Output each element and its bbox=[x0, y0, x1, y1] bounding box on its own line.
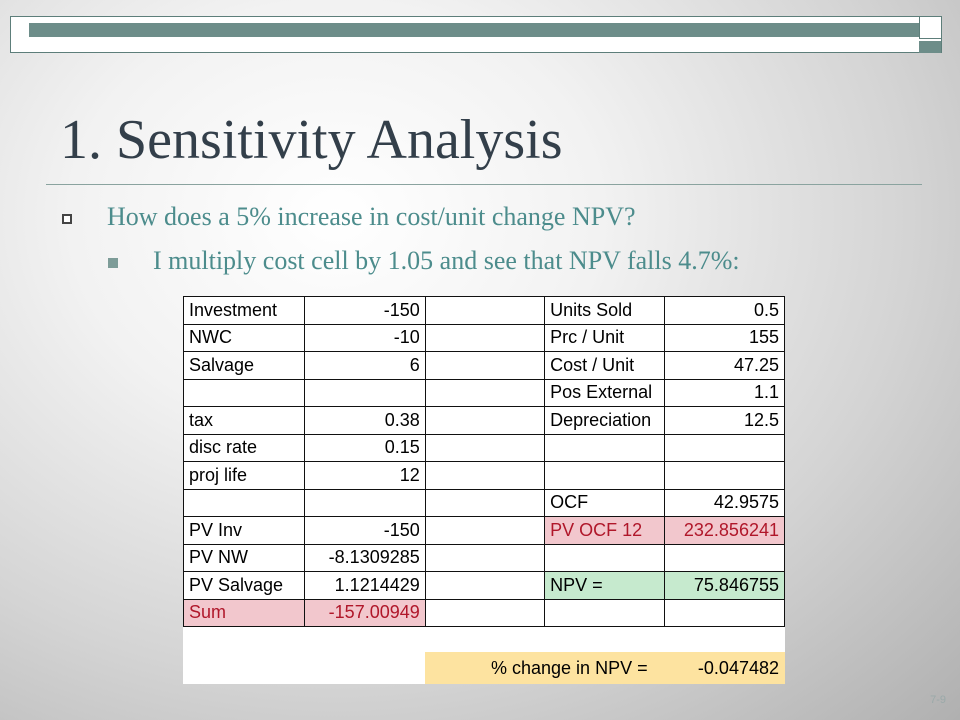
cell-label: OCF bbox=[544, 488, 666, 517]
cell-label: Investment bbox=[183, 296, 305, 325]
cell-value bbox=[664, 598, 785, 627]
title-divider bbox=[46, 184, 922, 185]
top-band bbox=[29, 23, 926, 37]
cell-value-highlight-red: -157.00949 bbox=[303, 598, 426, 627]
table-row: Investment -150 Units Sold 0.5 bbox=[183, 296, 785, 325]
cell-empty bbox=[424, 406, 546, 435]
cell-label: PV Salvage bbox=[183, 571, 305, 600]
cell-value: 155 bbox=[664, 323, 785, 352]
cell-label bbox=[544, 543, 666, 572]
cell-empty bbox=[424, 461, 546, 490]
cell-label: proj life bbox=[183, 461, 305, 490]
cell-empty bbox=[424, 516, 546, 545]
table-row: tax 0.38 Depreciation 12.5 bbox=[183, 406, 785, 435]
cell-label: Units Sold bbox=[544, 296, 666, 325]
npv-change-label: % change in NPV = bbox=[491, 658, 648, 678]
corner-box bbox=[919, 17, 941, 39]
cell-value: 0.5 bbox=[664, 296, 785, 325]
cell-value: 6 bbox=[303, 351, 426, 380]
cell-label bbox=[183, 378, 305, 407]
cell-label: tax bbox=[183, 406, 305, 435]
table-row: PV Inv -150 PV OCF 12 232.856241 bbox=[183, 516, 785, 545]
cell-value: 12.5 bbox=[664, 406, 785, 435]
cell-value bbox=[664, 433, 785, 462]
cell-value: -150 bbox=[303, 516, 426, 545]
cell-label: PV NW bbox=[183, 543, 305, 572]
cell-value: 1.1 bbox=[664, 378, 785, 407]
cell-value-highlight-green: 75.846755 bbox=[664, 571, 785, 600]
cell-label: Pos External bbox=[544, 378, 666, 407]
cell-label bbox=[183, 488, 305, 517]
cell-value bbox=[664, 461, 785, 490]
cell-value: 0.38 bbox=[303, 406, 426, 435]
npv-change-value: -0.047482 bbox=[697, 658, 779, 678]
cell-value-highlight-red: 232.856241 bbox=[664, 516, 785, 545]
cell-empty bbox=[424, 488, 546, 517]
table-row: Pos External 1.1 bbox=[183, 378, 785, 407]
cell-empty bbox=[424, 296, 546, 325]
npv-change-row: % change in NPV = -0.047482 bbox=[425, 652, 785, 684]
slide-title: 1. Sensitivity Analysis bbox=[60, 109, 563, 171]
cell-label bbox=[544, 598, 666, 627]
cell-empty bbox=[424, 598, 546, 627]
cell-value: 0.15 bbox=[303, 433, 426, 462]
bullet-level1-text: How does a 5% increase in cost/unit chan… bbox=[107, 202, 636, 231]
table-row: Salvage 6 Cost / Unit 47.25 bbox=[183, 351, 785, 380]
cell-label: Cost / Unit bbox=[544, 351, 666, 380]
cell-value: 47.25 bbox=[664, 351, 785, 380]
cell-value: 12 bbox=[303, 461, 426, 490]
table-row: proj life 12 bbox=[183, 461, 785, 490]
cell-empty bbox=[424, 351, 546, 380]
cell-label-highlight-green: NPV = bbox=[544, 571, 666, 600]
cell-value bbox=[303, 488, 426, 517]
table-row: PV NW -8.1309285 bbox=[183, 543, 785, 572]
cell-label: disc rate bbox=[183, 433, 305, 462]
cell-label bbox=[544, 461, 666, 490]
cell-label-highlight-red: PV OCF 12 bbox=[544, 516, 666, 545]
cell-value: 42.9575 bbox=[664, 488, 785, 517]
cell-value: -10 bbox=[303, 323, 426, 352]
cell-value bbox=[303, 378, 426, 407]
cell-empty bbox=[424, 378, 546, 407]
table-row: NWC -10 Prc / Unit 155 bbox=[183, 323, 785, 352]
cell-label: Depreciation bbox=[544, 406, 666, 435]
cell-label: PV Inv bbox=[183, 516, 305, 545]
cell-value: -150 bbox=[303, 296, 426, 325]
table-row: disc rate 0.15 bbox=[183, 433, 785, 462]
cell-label bbox=[544, 433, 666, 462]
top-decoration-bar bbox=[10, 16, 942, 53]
cell-empty bbox=[424, 543, 546, 572]
spreadsheet-table: Investment -150 Units Sold 0.5 NWC -10 P… bbox=[183, 296, 785, 627]
cell-empty bbox=[424, 571, 546, 600]
slide-number: 7-9 bbox=[930, 694, 946, 706]
table-row: PV Salvage 1.1214429 NPV = 75.846755 bbox=[183, 571, 785, 600]
cell-value: 1.1214429 bbox=[303, 571, 426, 600]
cell-value bbox=[664, 543, 785, 572]
corner-fill bbox=[919, 41, 941, 53]
cell-label: Prc / Unit bbox=[544, 323, 666, 352]
cell-label-highlight-red: Sum bbox=[183, 598, 305, 627]
spreadsheet-image: Investment -150 Units Sold 0.5 NWC -10 P… bbox=[183, 296, 785, 684]
cell-empty bbox=[424, 433, 546, 462]
table-row: Sum -157.00949 bbox=[183, 598, 785, 627]
table-row: OCF 42.9575 bbox=[183, 488, 785, 517]
cell-label: Salvage bbox=[183, 351, 305, 380]
cell-empty bbox=[424, 323, 546, 352]
filled-square-bullet-icon bbox=[108, 258, 118, 268]
cell-value: -8.1309285 bbox=[303, 543, 426, 572]
cell-label: NWC bbox=[183, 323, 305, 352]
bullet-level2-text: I multiply cost cell by 1.05 and see tha… bbox=[153, 246, 740, 275]
hollow-square-bullet-icon bbox=[62, 214, 72, 224]
